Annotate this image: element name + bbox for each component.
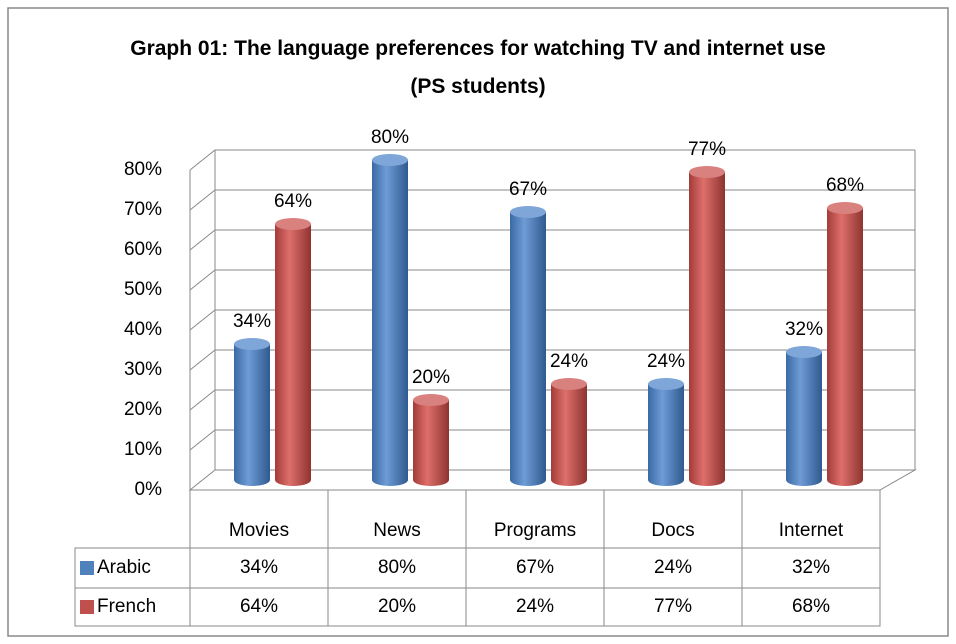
y-tick-label: 80% [124,159,162,180]
bar [275,224,311,486]
bar-top [413,394,449,406]
bar-top [551,378,587,390]
x-tick-label: Internet [779,520,844,541]
y-tick-label: 60% [124,239,162,260]
bar-top [648,378,684,390]
value-label: 24% [550,351,588,372]
bar-top [510,206,546,218]
grid-line [189,349,915,371]
bar [234,344,270,486]
bar [510,212,546,486]
y-tick-label: 10% [124,439,162,460]
table-cell: 34% [240,557,278,578]
legend-swatch [80,561,94,575]
table-cell: 32% [792,557,830,578]
table-cell: 24% [654,557,692,578]
bar-top [234,338,270,350]
y-tick-label: 70% [124,199,162,220]
x-tick-label: Movies [229,520,289,541]
table-cell: 80% [378,557,416,578]
y-tick-label: 20% [124,399,162,420]
bar-top [689,166,725,178]
bar-top [372,154,408,166]
bar-top [827,202,863,214]
bar [689,172,725,486]
bar [786,352,822,486]
table-cell: 68% [792,596,830,617]
bar-top [786,346,822,358]
bar [372,160,408,486]
y-tick-label: 30% [124,359,162,380]
bar [551,384,587,486]
chart-border [7,7,949,637]
value-label: 64% [274,191,312,212]
chart-title: Graph 01: The language preferences for w… [130,37,826,98]
grid-line [189,149,915,171]
y-tick-label: 40% [124,319,162,340]
grid-line [189,309,915,331]
table-cell: 20% [378,596,416,617]
value-label: 34% [233,311,271,332]
x-tick-label: Programs [494,520,576,541]
bar-top [275,218,311,230]
table-cell: 67% [516,557,554,578]
table-cell: 77% [654,596,692,617]
legend-swatch [80,600,94,614]
x-tick-label: News [373,520,421,541]
legend-label: Arabic [97,557,151,578]
table-cell: 64% [240,596,278,617]
value-label: 67% [509,179,547,200]
bar [413,400,449,486]
value-label: 68% [826,175,864,196]
bar [827,208,863,486]
value-label: 80% [371,127,409,148]
value-label: 24% [647,351,685,372]
value-label: 20% [412,367,450,388]
value-label: 77% [688,139,726,160]
bar [648,384,684,486]
table-cell: 24% [516,596,554,617]
grid-line [189,269,915,291]
x-tick-label: Docs [651,520,694,541]
y-tick-label: 0% [135,479,163,500]
grid-line [189,229,915,251]
y-tick-label: 50% [124,279,162,300]
grid-line [189,189,915,211]
value-label: 32% [785,319,823,340]
legend-label: French [97,596,156,617]
